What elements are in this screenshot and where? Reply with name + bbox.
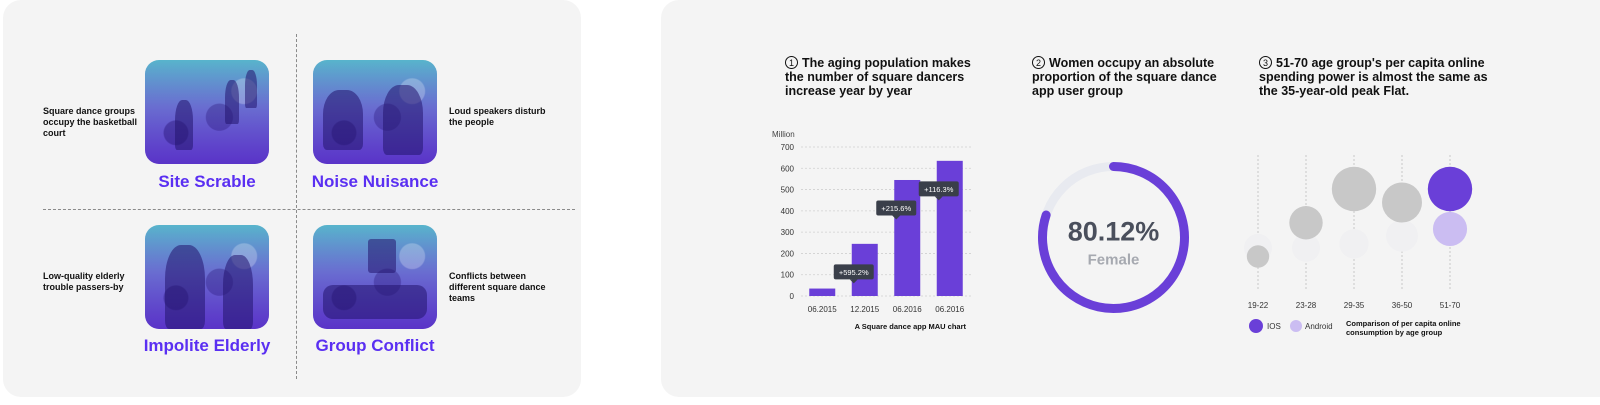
y-axis-label: Million (772, 130, 795, 139)
growth-tag-pointer (892, 215, 901, 220)
android-bubble (1432, 211, 1468, 247)
y-tick-label: 400 (781, 207, 795, 216)
vertical-divider (296, 34, 297, 379)
chart-title: Comparison of per capita online consumpti… (1346, 319, 1461, 337)
ios-bubble (1331, 166, 1377, 212)
y-tick-label: 300 (781, 228, 795, 237)
ios-bubble (1427, 166, 1473, 212)
growth-tag-bg (876, 200, 917, 216)
y-tick-label: 700 (781, 143, 795, 152)
heading-text: Women occupy an absolute proportion of t… (1032, 56, 1217, 98)
issue-desc-site-scrable: Square dance groups occupy the basketbal… (43, 106, 138, 138)
heading-number: 3 (1259, 56, 1272, 69)
age-tick-label: 19-22 (1248, 301, 1269, 310)
legend-android-swatch (1290, 320, 1302, 332)
android-bubble (1386, 219, 1418, 252)
age-tick-label: 29-35 (1344, 301, 1365, 310)
android-bubble (1292, 233, 1320, 262)
legend-ios-swatch (1249, 319, 1263, 333)
bar (809, 288, 836, 296)
heading-aging-population: 1 The aging population makes the number o… (785, 56, 990, 98)
insights-panel: 1 The aging population makes the number o… (661, 0, 1600, 397)
y-tick-label: 0 (790, 292, 795, 301)
growth-tag-bg (833, 264, 874, 280)
issue-desc-impolite-elderly: Low-quality elderly trouble passers-by (43, 271, 125, 292)
bar (936, 160, 963, 296)
ios-bubble (1382, 182, 1422, 223)
growth-annotation: +116.3% (924, 185, 954, 194)
growth-tag-bg (918, 181, 959, 197)
donut-label: Female (1088, 252, 1140, 269)
x-tick-label: 06.2016 (893, 305, 922, 314)
chart-title: A Square dance app MAU chart (855, 322, 967, 331)
y-tick-label: 200 (781, 249, 795, 258)
heading-number: 2 (1032, 56, 1045, 69)
loudspeaker-photo (313, 60, 437, 164)
ios-bubble (1246, 245, 1270, 268)
issue-title-impolite-elderly: Impolite Elderly (143, 336, 271, 355)
mau-bar-chart: Million 0 100 200 300 400 500 600 700 06.2015 12.2… (772, 130, 971, 331)
bar (894, 179, 921, 296)
heading-text: 51-70 age group's per capita online spen… (1259, 56, 1488, 98)
donut-slice-female (1038, 162, 1189, 313)
legend-android-label: Android (1305, 322, 1333, 331)
android-bubble (1339, 229, 1369, 259)
growth-annotation: +215.6% (881, 204, 911, 213)
dance-crowd-photo (313, 225, 437, 329)
issue-title-site-scrable: Site Scrable (158, 172, 256, 191)
age-consumption-bubble-chart: 19-22 23-28 29-35 36-50 51-70 IOS Android Compa… (1244, 155, 1473, 337)
y-tick-label: 500 (781, 186, 795, 195)
age-tick-label: 36-50 (1392, 301, 1413, 310)
issue-title-group-conflict: Group Conflict (315, 336, 435, 355)
x-tick-label: 06.2016 (935, 305, 964, 314)
growth-annotation: +595.2% (839, 268, 869, 277)
issue-desc-noise-nuisance: Loud speakers disturb the people (449, 106, 546, 127)
issues-panel: Site Scrable Square dance groups occupy … (3, 0, 581, 397)
horizontal-divider (43, 209, 575, 210)
donut-value: 80.12% (1068, 217, 1160, 247)
ios-bubble (1289, 206, 1323, 240)
age-tick-label: 51-70 (1440, 301, 1461, 310)
heading-spending-power: 3 51-70 age group's per capita online spe… (1259, 56, 1499, 98)
issue-title-noise-nuisance: Noise Nuisance (311, 172, 439, 191)
heading-women-users: 2 Women occupy an absolute proportion of … (1032, 56, 1237, 98)
basketball-court-photo (145, 60, 269, 164)
heading-text: The aging population makes the number of… (785, 56, 971, 98)
legend-ios-label: IOS (1267, 322, 1281, 331)
heading-number: 1 (785, 56, 798, 69)
female-donut-chart: 80.12% Female (1038, 162, 1189, 313)
x-tick-label: 12.2015 (850, 305, 879, 314)
y-tick-label: 100 (781, 271, 795, 280)
issue-desc-group-conflict: Conflicts between different square dance… (449, 271, 546, 303)
x-tick-label: 06.2015 (808, 305, 837, 314)
age-tick-label: 23-28 (1296, 301, 1317, 310)
elderly-dancer-photo (145, 225, 269, 329)
y-tick-label: 600 (781, 164, 795, 173)
growth-tag-pointer (934, 196, 943, 201)
growth-tag-pointer (849, 279, 858, 284)
